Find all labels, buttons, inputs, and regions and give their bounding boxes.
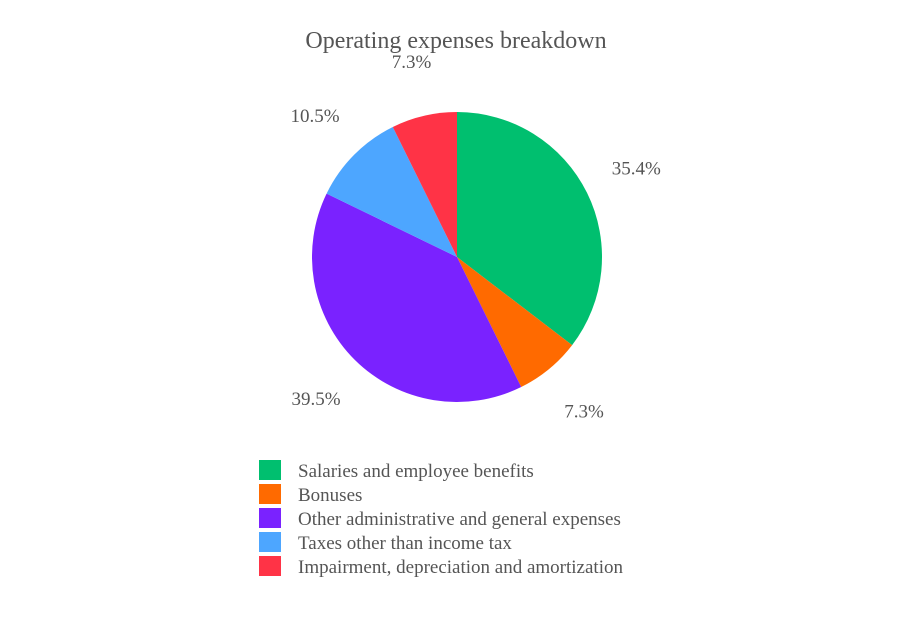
legend-swatch-other-administrative-and-general-expenses bbox=[259, 508, 281, 528]
legend-label-other-administrative-and-general-expenses: Other administrative and general expense… bbox=[298, 509, 621, 530]
legend-label-bonuses: Bonuses bbox=[298, 485, 362, 506]
legend-swatch-taxes-other-than-income-tax bbox=[259, 532, 281, 552]
pie-slice-other-administrative-and-general-expenses bbox=[311, 193, 522, 402]
legend-item-other-administrative-and-general-expenses[interactable]: Other administrative and general expense… bbox=[259, 508, 621, 530]
legend-item-bonuses[interactable]: Bonuses bbox=[259, 484, 362, 506]
slice-label-bonuses: 7.3% bbox=[564, 402, 604, 423]
pie-slices bbox=[311, 112, 602, 402]
legend-item-taxes-other-than-income-tax[interactable]: Taxes other than income tax bbox=[259, 532, 512, 554]
legend-label-impairment-depreciation-and-amortization: Impairment, depreciation and amortizatio… bbox=[298, 557, 623, 578]
legend-label-salaries-and-employee-benefits: Salaries and employee benefits bbox=[298, 461, 534, 482]
legend-item-impairment-depreciation-and-amortization[interactable]: Impairment, depreciation and amortizatio… bbox=[259, 556, 623, 578]
legend: Salaries and employee benefits Bonuses Oth… bbox=[259, 460, 623, 578]
slice-labels: 35.4% 7.3% 39.5% 10.5% 7.3% bbox=[291, 52, 661, 422]
pie-slice-salaries-and-employee-benefits bbox=[457, 112, 602, 346]
slice-label-taxes-other-than-income-tax: 10.5% bbox=[291, 106, 340, 127]
legend-swatch-salaries-and-employee-benefits bbox=[259, 460, 281, 480]
legend-item-salaries-and-employee-benefits[interactable]: Salaries and employee benefits bbox=[259, 460, 534, 482]
chart-title: Operating expenses breakdown bbox=[305, 28, 606, 54]
legend-swatch-bonuses bbox=[259, 484, 281, 504]
legend-label-taxes-other-than-income-tax: Taxes other than income tax bbox=[298, 533, 512, 554]
pie-slice-taxes-other-than-income-tax bbox=[326, 126, 457, 257]
legend-swatch-impairment-depreciation-and-amortization bbox=[259, 556, 281, 576]
pie-slice-impairment-depreciation-and-amortization bbox=[392, 112, 457, 257]
pie-slice-bonuses bbox=[457, 257, 573, 388]
slice-label-impairment-depreciation-and-amortization: 7.3% bbox=[392, 52, 432, 73]
slice-label-salaries-and-employee-benefits: 35.4% bbox=[612, 158, 661, 179]
slice-label-other-administrative-and-general-expenses: 39.5% bbox=[291, 389, 340, 410]
